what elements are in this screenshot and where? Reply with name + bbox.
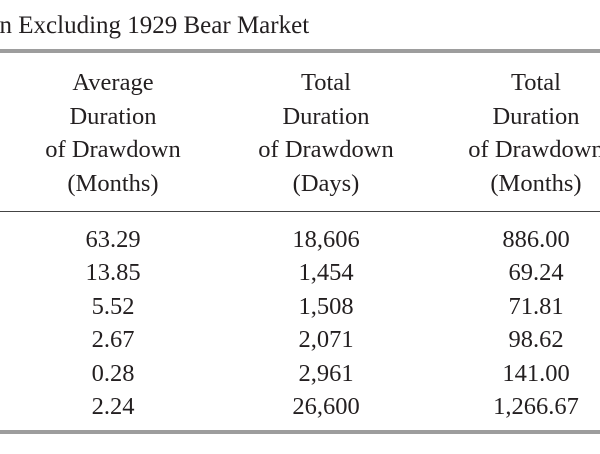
- table-cell: 1,266.67: [493, 392, 579, 420]
- header-line: Duration: [69, 102, 157, 130]
- column-total-duration-days: 18,606 1,454 1,508 2,071 2,961 26,600: [228, 223, 424, 423]
- table-cell: 98.62: [508, 326, 564, 354]
- table-cell: 2,071: [298, 326, 354, 354]
- table-title: on Excluding 1929 Bear Market: [0, 9, 600, 43]
- table-cell: 1,454: [298, 259, 354, 287]
- header-line: of Drawdown: [468, 136, 600, 163]
- column-average-duration-months: 63.29 13.85 5.52 2.67 0.28 2.24: [18, 223, 208, 423]
- header-line: Average: [72, 69, 154, 96]
- header-rule: [0, 211, 600, 212]
- table-cell: 18,606: [292, 226, 360, 253]
- header-line: Duration: [492, 102, 580, 130]
- table-cell: 2.24: [91, 392, 135, 420]
- header-line: (Months): [490, 169, 582, 197]
- table-cell: 13.85: [85, 259, 141, 287]
- column-header-average-duration-months: Average Duration of Drawdown (Months): [18, 66, 208, 200]
- column-header-total-duration-days: Total Duration of Drawdown (Days): [228, 66, 424, 200]
- table-cell: 63.29: [85, 226, 141, 253]
- header-line: of Drawdown: [258, 136, 394, 163]
- header-line: of Drawdown: [45, 136, 181, 163]
- table-cell: 26,600: [292, 392, 360, 420]
- table-cell: 1,508: [298, 292, 354, 320]
- bottom-rule: [0, 430, 600, 434]
- column-total-duration-months: 886.00 69.24 71.81 98.62 141.00 1,266.67: [438, 223, 600, 423]
- header-line: Total: [301, 69, 351, 96]
- table-title-text: on Excluding 1929 Bear Market: [0, 12, 310, 39]
- table-cell: 0.28: [91, 359, 135, 387]
- top-rule: [0, 49, 600, 53]
- header-line: Duration: [282, 102, 370, 130]
- table-cell: 5.52: [91, 292, 135, 320]
- table-cell: 886.00: [502, 226, 570, 253]
- table-cell: 71.81: [508, 292, 564, 320]
- table-cell: 69.24: [508, 259, 564, 287]
- table-cell: 141.00: [502, 359, 570, 387]
- table-cell: 2.67: [91, 326, 135, 354]
- table-cell: 2,961: [298, 359, 354, 387]
- header-line: (Months): [67, 169, 159, 197]
- header-line: (Days): [292, 169, 360, 197]
- header-line: Total: [511, 69, 561, 96]
- column-header-total-duration-months: Total Duration of Drawdown (Months): [438, 66, 600, 200]
